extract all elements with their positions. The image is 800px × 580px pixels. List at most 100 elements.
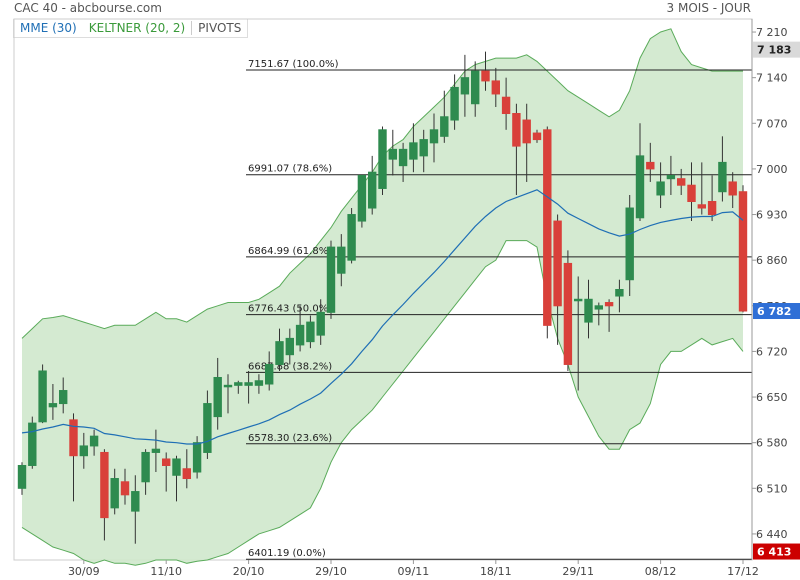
period-label: 3 MOIS - JOUR — [666, 1, 751, 15]
candle-body — [687, 184, 696, 203]
fib-level-label: 6864.99 (61.8%) — [248, 246, 332, 257]
keltner-lower-line — [21, 240, 744, 566]
candle-body — [275, 341, 284, 365]
candle-body — [604, 302, 614, 307]
y-tick-label: 6 930 — [756, 209, 788, 222]
fib-level-label: 6776.43 (50.0%) — [248, 304, 332, 315]
candle-body — [697, 204, 706, 209]
candle-body — [409, 142, 418, 160]
fib-level-label: 7151.67 (100.0%) — [248, 59, 339, 70]
candle-body — [110, 478, 119, 509]
candle-body — [234, 382, 243, 386]
candle-body — [625, 207, 634, 281]
candle-body — [203, 403, 212, 453]
candle-body — [728, 181, 737, 196]
candle-body — [738, 191, 748, 312]
keltner-band — [22, 28, 743, 566]
candle-body — [574, 298, 583, 302]
legend-keltner[interactable]: KELTNER (20, 2) — [88, 21, 186, 35]
candle-body — [285, 337, 295, 356]
candle-body — [38, 370, 47, 423]
candle-body — [182, 468, 192, 480]
candle-body — [347, 214, 356, 261]
candle-body — [666, 174, 676, 180]
x-tick-label: 29/10 — [315, 565, 347, 578]
candle-body — [141, 451, 150, 483]
candle-body — [254, 380, 264, 386]
candle-body — [635, 155, 645, 219]
x-tick-label: 30/09 — [68, 565, 100, 578]
candle-body — [69, 419, 78, 457]
y-tick-label: 7 070 — [756, 117, 788, 130]
candle-body — [131, 491, 140, 512]
candle-body — [522, 119, 531, 144]
candle-body — [265, 363, 274, 385]
candle-body — [151, 448, 161, 453]
legend-pivots[interactable]: PIVOTS — [191, 21, 247, 35]
candle-body — [162, 458, 171, 466]
fib-level-label: 6578.30 (23.6%) — [248, 433, 332, 444]
candle-body — [316, 311, 325, 336]
candle-body — [594, 305, 603, 310]
price-badge-label: 6 413 — [757, 546, 791, 559]
candle-body — [429, 129, 439, 144]
candle-body — [398, 148, 408, 167]
y-tick-label: 6 440 — [756, 528, 788, 541]
candle-body — [172, 458, 181, 476]
y-tick-label: 6 860 — [756, 254, 788, 267]
candle-body — [656, 181, 665, 196]
candle-body — [512, 113, 521, 147]
y-tick-label: 7 210 — [756, 26, 788, 39]
x-tick-label: 11/10 — [150, 565, 182, 578]
price-badge-label: 6 782 — [757, 305, 791, 318]
candle-body — [100, 451, 109, 519]
y-tick-label: 7 000 — [756, 163, 788, 176]
legend-ema[interactable]: MME (30) — [20, 21, 77, 35]
candle-body — [17, 464, 27, 489]
candle-body — [357, 174, 367, 222]
x-tick-label: 17/12 — [727, 565, 759, 578]
candle-body — [337, 246, 346, 274]
price-badge — [753, 41, 800, 58]
candle-body — [59, 390, 68, 405]
x-tick-label: 08/12 — [645, 565, 677, 578]
x-tick-label: 20/10 — [233, 565, 265, 578]
candle-body — [89, 435, 99, 447]
candle-body — [440, 116, 449, 137]
y-tick-label: 7 140 — [756, 72, 788, 85]
y-tick-label: 6 650 — [756, 391, 788, 404]
candle-body — [295, 324, 305, 346]
candle-body — [718, 161, 727, 193]
indicator-legend: MME (30) KELTNER (20, 2) PIVOTS — [13, 19, 249, 38]
candle-body — [388, 148, 398, 160]
fib-level-label: 6687.88 (38.2%) — [248, 361, 332, 372]
candle-body — [543, 129, 552, 326]
candle-body — [368, 171, 377, 209]
y-tick-label: 6 720 — [756, 345, 788, 358]
candle-body — [419, 139, 428, 157]
y-tick-label: 6 580 — [756, 437, 788, 450]
price-badge — [753, 543, 800, 560]
x-tick-label: 29/11 — [562, 565, 594, 578]
candle-body — [481, 70, 490, 82]
candle-body — [450, 86, 459, 121]
candle-body — [306, 321, 315, 343]
price-badge-label: 7 183 — [757, 44, 791, 57]
candle-body — [491, 80, 501, 95]
candle-body — [532, 132, 542, 141]
candle-body — [707, 201, 717, 216]
chart-title: CAC 40 - abcbourse.com — [14, 1, 162, 15]
candle-body — [48, 403, 58, 408]
candle-body — [120, 481, 130, 496]
candle-body — [460, 77, 470, 95]
candle-body — [563, 262, 573, 365]
candle-body — [223, 384, 233, 388]
fib-level-label: 6991.07 (78.6%) — [248, 164, 332, 175]
candle-body — [677, 178, 686, 186]
candle-body — [213, 376, 222, 418]
candle-body — [584, 298, 593, 323]
candle-body — [28, 422, 37, 466]
candle-body — [326, 246, 336, 313]
candle-body — [192, 442, 202, 473]
